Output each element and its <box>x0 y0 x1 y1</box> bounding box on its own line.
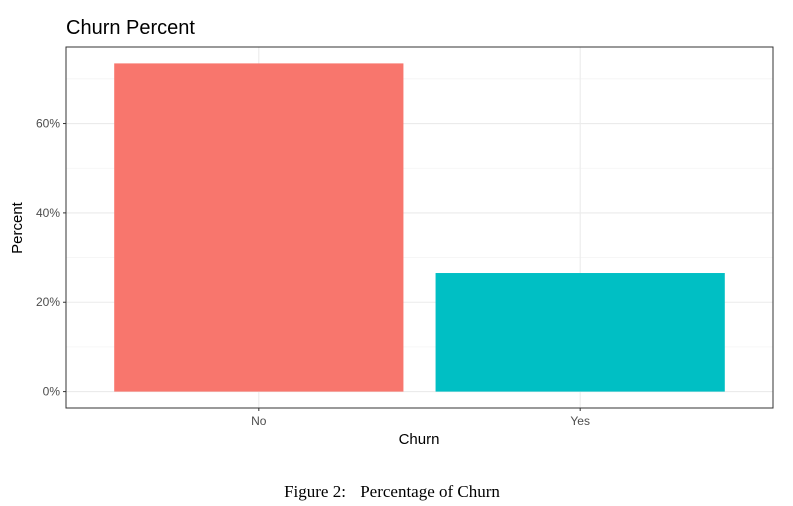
bars <box>114 63 725 392</box>
figure-caption-label: Figure 2: <box>284 482 346 501</box>
y-tick-label: 40% <box>36 206 60 220</box>
figure-caption-text: Percentage of Churn <box>360 482 500 501</box>
figure-caption: Figure 2: Percentage of Churn <box>284 482 500 501</box>
y-tick-label: 60% <box>36 117 60 131</box>
bar-no <box>114 63 404 392</box>
y-axis-ticks: 0% 20% 40% 60% <box>36 117 66 399</box>
plot-panel-border <box>65 46 774 409</box>
y-axis-title: Percent <box>9 201 26 254</box>
chart-title: Churn Percent <box>66 17 195 39</box>
bar-yes <box>435 273 725 392</box>
x-tick-label: Yes <box>570 414 590 428</box>
y-tick-label: 20% <box>36 295 60 309</box>
y-tick-label: 0% <box>43 385 61 399</box>
x-axis-title: Churn <box>399 431 440 448</box>
x-axis-ticks: No Yes <box>251 408 590 428</box>
x-tick-label: No <box>251 414 267 428</box>
